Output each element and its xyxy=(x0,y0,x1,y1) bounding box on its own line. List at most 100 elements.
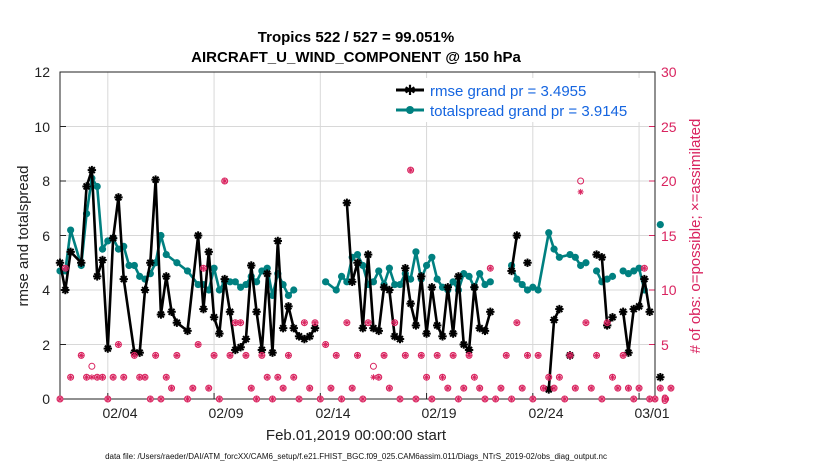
spread-point xyxy=(98,245,107,253)
obs-assimilated-point xyxy=(274,374,281,381)
obs-assimilated-point xyxy=(62,265,69,272)
obs-assimilated-point xyxy=(205,385,212,392)
rmse-point xyxy=(608,313,617,322)
rmse-point xyxy=(220,274,229,284)
rmse-point xyxy=(480,326,490,336)
legend-box xyxy=(392,78,650,122)
rmse-point xyxy=(114,193,123,202)
obs-assimilated-point xyxy=(561,396,568,402)
spread-point xyxy=(523,286,532,294)
spread-point xyxy=(550,245,558,253)
rmse-point xyxy=(374,326,383,336)
spread-point xyxy=(412,248,420,256)
spread-point xyxy=(332,286,340,294)
spread-point xyxy=(237,283,245,291)
obs-assimilated-point xyxy=(662,396,669,402)
spread-point xyxy=(433,275,441,283)
rmse-point xyxy=(645,307,654,316)
obs-assimilated-point xyxy=(524,352,531,359)
obs-assimilated-point xyxy=(280,385,287,392)
x-tick-label: 02/14 xyxy=(315,405,350,421)
x-tick-label: 02/09 xyxy=(208,405,243,421)
rmse-point xyxy=(470,283,479,292)
rmse-point xyxy=(284,302,293,311)
y-axis-right-label: # of obs: o=possible; ×=assimilated xyxy=(687,119,704,354)
spread-point xyxy=(635,264,643,272)
rmse-point xyxy=(432,321,442,330)
x-axis: 02/04 02/09 02/14 02/19 02/24 03/01 xyxy=(102,405,669,421)
obs-possible-point xyxy=(369,362,377,370)
obs-assimilated-point xyxy=(535,352,542,359)
obs-assimilated-point xyxy=(67,374,74,381)
rmse-point xyxy=(108,234,118,243)
spread-point xyxy=(608,272,617,280)
obs-assimilated-point xyxy=(636,385,643,392)
obs-assimilated-point xyxy=(412,396,419,402)
obs-assimilated-point xyxy=(519,385,526,392)
rmse-point xyxy=(507,266,516,276)
obs-assimilated-point xyxy=(556,374,563,381)
obs-assimilated-point xyxy=(386,385,393,392)
spread-point xyxy=(486,278,494,286)
obs-assimilated-point xyxy=(572,385,579,392)
spread-point xyxy=(656,221,664,229)
obs-assimilated-point xyxy=(264,374,271,381)
obs-assimilated-point xyxy=(104,396,111,402)
rmse-point xyxy=(363,250,373,259)
chart-title: Tropics 522 / 527 = 99.051% xyxy=(258,29,454,46)
rmse-point xyxy=(289,323,298,333)
obs-assimilated-point xyxy=(253,396,260,402)
obs-assimilated-point xyxy=(444,385,451,392)
spread-point xyxy=(481,280,489,289)
spread-point xyxy=(252,278,261,286)
rmse-point xyxy=(241,334,251,344)
obs-layer xyxy=(56,166,675,403)
obs-assimilated-point xyxy=(359,396,366,402)
obs-assimilated-point xyxy=(641,265,648,272)
rmse-point xyxy=(486,307,495,316)
rmse-point xyxy=(656,373,665,382)
obs-assimilated-point xyxy=(78,352,85,359)
obs-assimilated-point xyxy=(221,178,228,184)
y-right-tick-label: 25 xyxy=(661,119,677,135)
x-tick-label: 03/01 xyxy=(634,405,669,421)
rmse-point xyxy=(199,304,208,314)
rmse-point xyxy=(347,277,357,287)
rmse-point xyxy=(555,304,564,314)
rmse-point xyxy=(342,198,352,207)
rmse-point xyxy=(353,258,362,267)
obs-assimilated-point xyxy=(614,385,621,392)
obs-assimilated-point xyxy=(296,396,303,402)
rmse-point xyxy=(459,340,468,349)
obs-assimilated-point xyxy=(147,396,154,402)
obs-assimilated-point xyxy=(200,265,207,272)
obs-assimilated-point xyxy=(168,385,175,392)
spread-point xyxy=(337,272,346,280)
spread-point xyxy=(194,280,202,289)
rmse-line xyxy=(510,235,519,272)
rmse-point xyxy=(385,285,394,295)
obs-assimilated-point xyxy=(242,352,249,359)
obs-assimilated-point xyxy=(131,352,138,359)
spread-point xyxy=(93,182,101,191)
obs-assimilated-point xyxy=(492,396,499,402)
spread-point xyxy=(603,275,611,283)
spread-point xyxy=(125,261,133,270)
rmse-point xyxy=(262,269,272,278)
obs-assimilated-point xyxy=(227,352,233,359)
obs-assimilated-point xyxy=(582,319,589,326)
obs-assimilated-point xyxy=(322,341,329,348)
obs-assimilated-point xyxy=(567,352,573,359)
rmse-point xyxy=(422,329,431,338)
obs-assimilated-point xyxy=(189,385,196,392)
rmse-point xyxy=(183,326,192,336)
rmse-point xyxy=(236,343,245,352)
rmse-point xyxy=(55,258,65,267)
rmse-point xyxy=(640,274,649,284)
spread-point xyxy=(369,278,378,286)
spread-point xyxy=(577,261,585,270)
obs-assimilated-point xyxy=(598,396,605,402)
rmse-point xyxy=(162,272,171,281)
y-axis-right: 0 5 10 15 20 25 30 xyxy=(661,64,677,407)
